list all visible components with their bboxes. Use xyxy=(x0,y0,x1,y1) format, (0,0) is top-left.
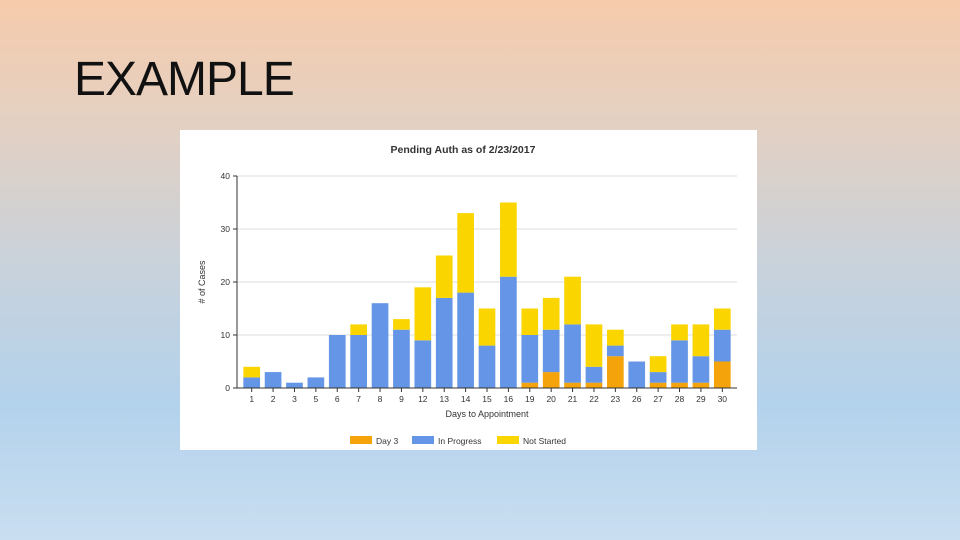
bar-not-started-27 xyxy=(649,356,667,373)
x-ticks: 1 2 3 5 6 7 8 9 12 13 14 15 16 19 20 21 22 23 26 27 28 29 30 xyxy=(249,388,727,404)
x-tick-label: 1 xyxy=(249,394,254,404)
bar-day-3-21 xyxy=(564,382,581,388)
bar-in-progress-3 xyxy=(286,382,303,388)
bar-in-progress-30 xyxy=(713,329,731,362)
legend: Day 3 In Progress Not Started xyxy=(350,436,566,446)
y-ticks: 0 10 20 30 40 xyxy=(221,171,237,393)
x-axis-label: Days to Appointment xyxy=(445,409,529,419)
bar-in-progress-23 xyxy=(607,345,624,357)
x-tick-label: 22 xyxy=(589,394,599,404)
bar-not-started-19 xyxy=(521,308,539,335)
legend-item-day-3: Day 3 xyxy=(350,436,398,446)
x-tick-label: 21 xyxy=(568,394,578,404)
bar-day-3-27 xyxy=(649,382,667,388)
y-tick-label: 30 xyxy=(221,224,231,234)
x-tick-label: 2 xyxy=(271,394,276,404)
bar-in-progress-1 xyxy=(243,377,261,388)
bar-day-3-23 xyxy=(607,356,624,388)
bar-in-progress-28 xyxy=(671,340,688,383)
bar-not-started-23 xyxy=(607,329,624,346)
bar-not-started-9 xyxy=(393,319,410,330)
legend-label: Not Started xyxy=(523,436,566,446)
x-tick-label: 30 xyxy=(718,394,728,404)
x-tick-label: 28 xyxy=(675,394,685,404)
y-axis-label: # of Cases xyxy=(197,260,207,304)
legend-item-not-started: Not Started xyxy=(497,436,566,446)
x-tick-label: 14 xyxy=(461,394,471,404)
bar-in-progress-13 xyxy=(435,297,453,388)
y-tick-label: 40 xyxy=(221,171,231,181)
legend-swatch xyxy=(497,436,519,444)
x-tick-label: 13 xyxy=(439,394,449,404)
x-tick-label: 3 xyxy=(292,394,297,404)
bar-in-progress-2 xyxy=(264,372,282,388)
bar-day-3-22 xyxy=(585,382,603,388)
bar-in-progress-27 xyxy=(649,372,667,383)
x-tick-label: 20 xyxy=(546,394,556,404)
bar-day-3-20 xyxy=(542,372,560,388)
x-tick-label: 6 xyxy=(335,394,340,404)
chart-title: Pending Auth as of 2/23/2017 xyxy=(391,144,536,156)
x-tick-label: 15 xyxy=(482,394,492,404)
y-tick-label: 0 xyxy=(225,383,230,393)
slide-title: EXAMPLE xyxy=(74,53,295,106)
bar-in-progress-12 xyxy=(414,340,432,388)
bar-not-started-21 xyxy=(564,276,581,325)
bar-day-3-29 xyxy=(692,382,710,388)
bar-in-progress-19 xyxy=(521,335,539,383)
x-tick-label: 19 xyxy=(525,394,535,404)
chart-panel: Pending Auth as of 2/23/2017 0 10 20 30 40 1… xyxy=(180,130,757,450)
bar-in-progress-8 xyxy=(371,303,389,388)
legend-label: In Progress xyxy=(438,436,481,446)
bar-day-3-30 xyxy=(713,361,731,388)
bar-in-progress-16 xyxy=(500,276,517,388)
x-tick-label: 12 xyxy=(418,394,428,404)
bar-not-started-15 xyxy=(478,308,496,346)
bar-not-started-16 xyxy=(500,202,517,277)
legend-label: Day 3 xyxy=(376,436,398,446)
bar-not-started-28 xyxy=(671,324,688,341)
bar-not-started-7 xyxy=(350,324,367,335)
stacked-bar-chart: Pending Auth as of 2/23/2017 0 10 20 30 40 1… xyxy=(197,144,737,446)
bar-in-progress-20 xyxy=(542,329,560,373)
bar-not-started-14 xyxy=(457,213,474,293)
bar-not-started-20 xyxy=(542,297,560,330)
bar-in-progress-5 xyxy=(307,377,325,388)
x-tick-label: 27 xyxy=(653,394,663,404)
bar-in-progress-21 xyxy=(564,324,581,383)
bar-not-started-22 xyxy=(585,324,603,367)
legend-swatch xyxy=(412,436,434,444)
bar-in-progress-26 xyxy=(628,361,646,388)
x-tick-label: 23 xyxy=(611,394,621,404)
bar-in-progress-6 xyxy=(328,335,346,388)
bar-in-progress-29 xyxy=(692,356,710,383)
y-tick-label: 10 xyxy=(221,330,231,340)
bar-day-3-19 xyxy=(521,382,539,388)
bar-in-progress-9 xyxy=(393,329,410,388)
bars xyxy=(243,202,731,388)
bar-not-started-1 xyxy=(243,366,261,378)
x-tick-label: 26 xyxy=(632,394,642,404)
bar-in-progress-14 xyxy=(457,292,474,388)
x-tick-label: 8 xyxy=(378,394,383,404)
y-tick-label: 20 xyxy=(221,277,231,287)
legend-item-in-progress: In Progress xyxy=(412,436,481,446)
bar-not-started-29 xyxy=(692,324,710,357)
bar-in-progress-15 xyxy=(478,345,496,388)
legend-swatch xyxy=(350,436,372,444)
bar-in-progress-7 xyxy=(350,335,367,388)
bar-not-started-12 xyxy=(414,287,432,341)
bar-in-progress-22 xyxy=(585,366,603,383)
x-tick-label: 7 xyxy=(356,394,361,404)
x-tick-label: 5 xyxy=(314,394,319,404)
x-tick-label: 29 xyxy=(696,394,706,404)
x-tick-label: 9 xyxy=(399,394,404,404)
x-tick-label: 16 xyxy=(504,394,514,404)
bar-day-3-28 xyxy=(671,382,688,388)
bar-not-started-30 xyxy=(713,308,731,330)
bar-not-started-13 xyxy=(435,255,453,298)
